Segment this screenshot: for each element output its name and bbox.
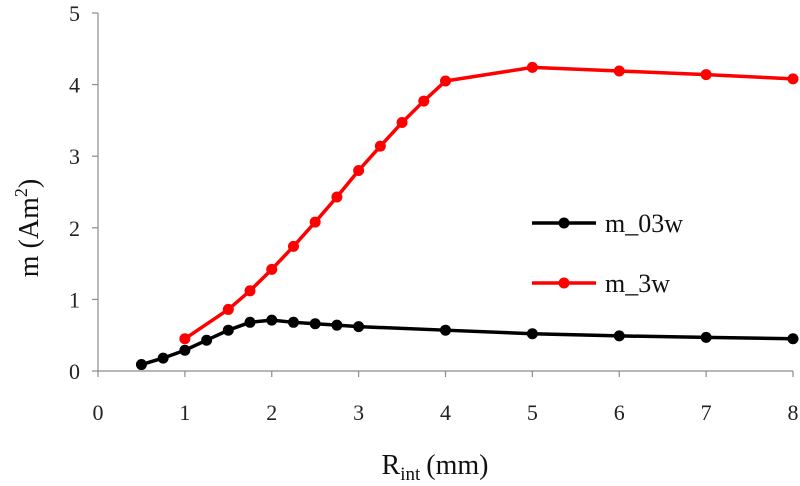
data-point-m_3w — [396, 117, 408, 129]
x-tick-label: 8 — [788, 400, 799, 425]
legend-label-m_3w: m_3w — [605, 269, 670, 298]
series-layer — [135, 61, 799, 371]
y-tick-label: 2 — [69, 216, 80, 241]
data-point-m_3w — [787, 73, 799, 85]
x-axis-title-unit: (mm) — [426, 450, 488, 481]
data-point-m_03w — [222, 324, 234, 336]
data-point-m_3w — [179, 333, 191, 345]
data-point-m_03w — [440, 324, 451, 336]
axes: 0 1 2 3 4 5 6 7 8 0 1 2 3 4 5 — [69, 1, 799, 425]
series-line-m_03w — [139, 318, 795, 367]
y-tick-label: 5 — [69, 1, 80, 26]
data-point-m_03w — [244, 316, 256, 328]
data-point-m_03w — [613, 330, 625, 342]
data-point-m_3w — [287, 240, 299, 252]
data-point-m_3w — [309, 216, 321, 228]
data-point-m_3w — [244, 285, 256, 297]
x-axis-title-sub: int — [400, 464, 421, 485]
x-tick-label: 1 — [179, 400, 190, 425]
legend-label-m_03w: m_03w — [605, 209, 683, 238]
y-tick-label: 1 — [69, 287, 80, 312]
data-point-m_03w — [287, 316, 299, 328]
data-point-m_03w — [135, 359, 147, 371]
data-point-m_03w — [526, 328, 538, 340]
data-point-m_03w — [787, 333, 799, 345]
y-tick-label: 4 — [69, 73, 80, 98]
y-tick-label: 0 — [69, 359, 80, 384]
data-point-m_03w — [157, 352, 169, 364]
series-line-m_3w — [183, 65, 795, 341]
data-point-m_03w — [700, 331, 712, 343]
y-axis-title-main: m (Am — [14, 197, 45, 277]
data-point-m_03w — [309, 318, 321, 330]
x-axis-title-main: R — [382, 450, 401, 481]
data-point-m_3w — [331, 191, 343, 203]
data-point-m_3w — [374, 140, 386, 152]
data-point-m_3w — [222, 303, 234, 315]
x-tick-label: 0 — [93, 400, 104, 425]
x-tick-label: 3 — [353, 400, 364, 425]
legend: m_03w m_3w — [532, 209, 683, 298]
x-tick-label: 6 — [614, 400, 625, 425]
data-point-m_3w — [700, 69, 712, 81]
y-tick-label: 3 — [69, 144, 80, 169]
data-point-m_3w — [613, 65, 625, 77]
data-point-m_3w — [526, 61, 538, 73]
y-axis-title-sup: 2 — [11, 188, 31, 197]
data-point-m_03w — [201, 334, 213, 346]
x-tick-label: 4 — [440, 400, 451, 425]
x-tick-label: 2 — [266, 400, 277, 425]
x-tick-label: 7 — [701, 400, 712, 425]
data-point-m_03w — [266, 314, 278, 326]
data-point-m_03w — [353, 321, 365, 333]
x-tick-label: 5 — [527, 400, 538, 425]
data-point-m_3w — [418, 95, 430, 107]
data-point-m_3w — [440, 75, 451, 87]
data-point-m_3w — [266, 263, 278, 275]
legend-marker-m_3w — [558, 277, 570, 289]
y-axis-title-close: ) — [14, 179, 45, 188]
legend-marker-m_03w — [558, 217, 570, 229]
data-point-m_03w — [331, 319, 343, 331]
y-axis-title: m (Am2) — [11, 179, 45, 277]
data-point-m_3w — [353, 165, 365, 177]
x-axis-title: Rint (mm) — [382, 450, 489, 485]
data-point-m_03w — [179, 344, 191, 356]
